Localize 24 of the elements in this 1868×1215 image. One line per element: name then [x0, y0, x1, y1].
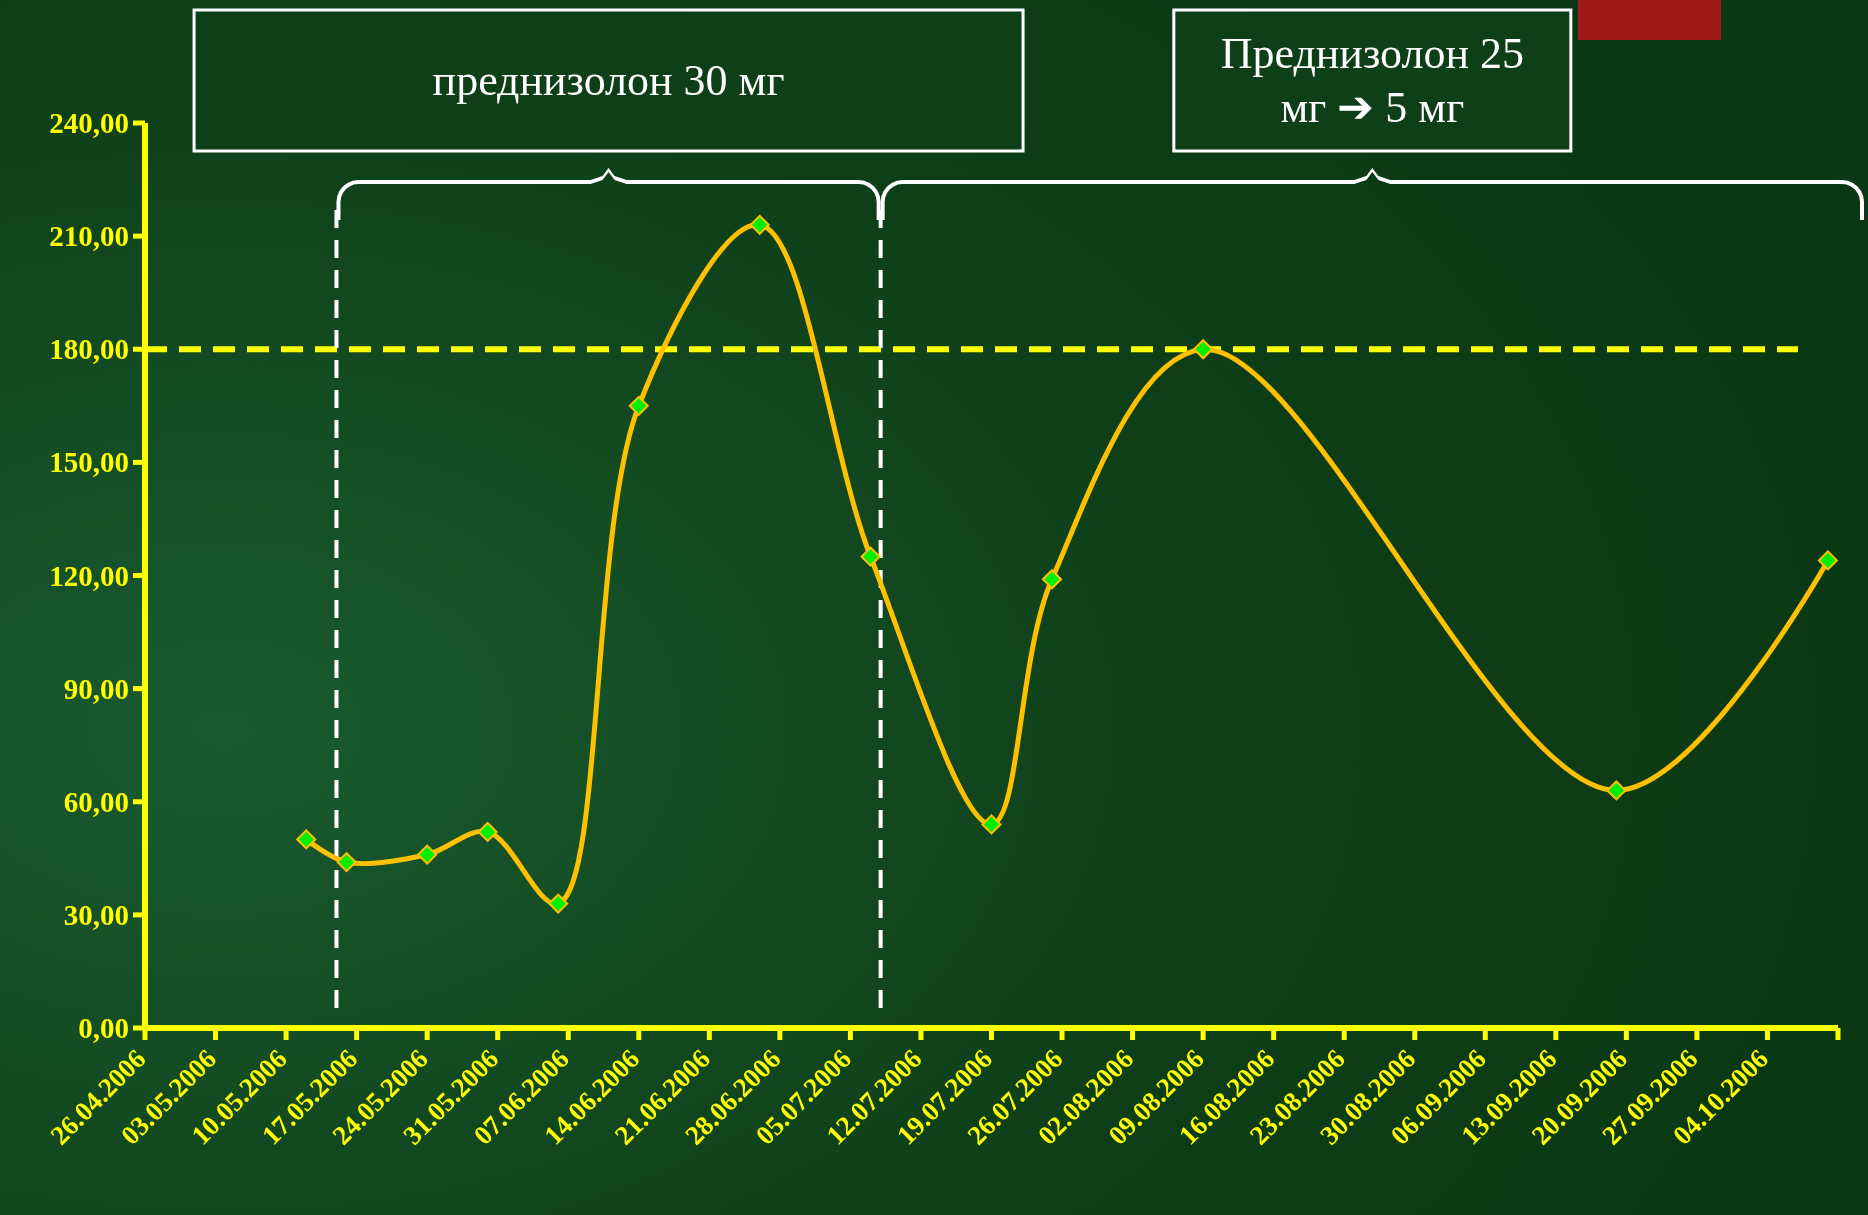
y-tick-label: 90,00 [63, 672, 129, 705]
point [477, 821, 498, 842]
y-tick-label: 210,00 [49, 220, 129, 253]
y-tick-label: 30,00 [63, 898, 129, 931]
annotation: Преднизолон 25 мг ➔ 5 мг [1220, 28, 1524, 132]
point [548, 893, 569, 914]
point [1041, 569, 1062, 590]
y-tick-label: 60,00 [63, 785, 129, 818]
point [1817, 550, 1838, 571]
point [749, 214, 770, 235]
point [628, 395, 649, 416]
point [336, 852, 357, 873]
y-tick-label: 0,00 [78, 1012, 129, 1044]
point [860, 546, 881, 567]
point [296, 829, 317, 850]
text: преднизолон 30 мг [432, 55, 785, 105]
point [981, 814, 1002, 835]
y-tick-label: 150,00 [49, 446, 129, 479]
point [1193, 339, 1214, 360]
y-tick-label: 120,00 [49, 559, 129, 592]
y-tick-label: 180,00 [49, 333, 129, 366]
point [417, 844, 438, 865]
point [1606, 780, 1627, 801]
y-tick-label: 240,00 [49, 107, 129, 139]
